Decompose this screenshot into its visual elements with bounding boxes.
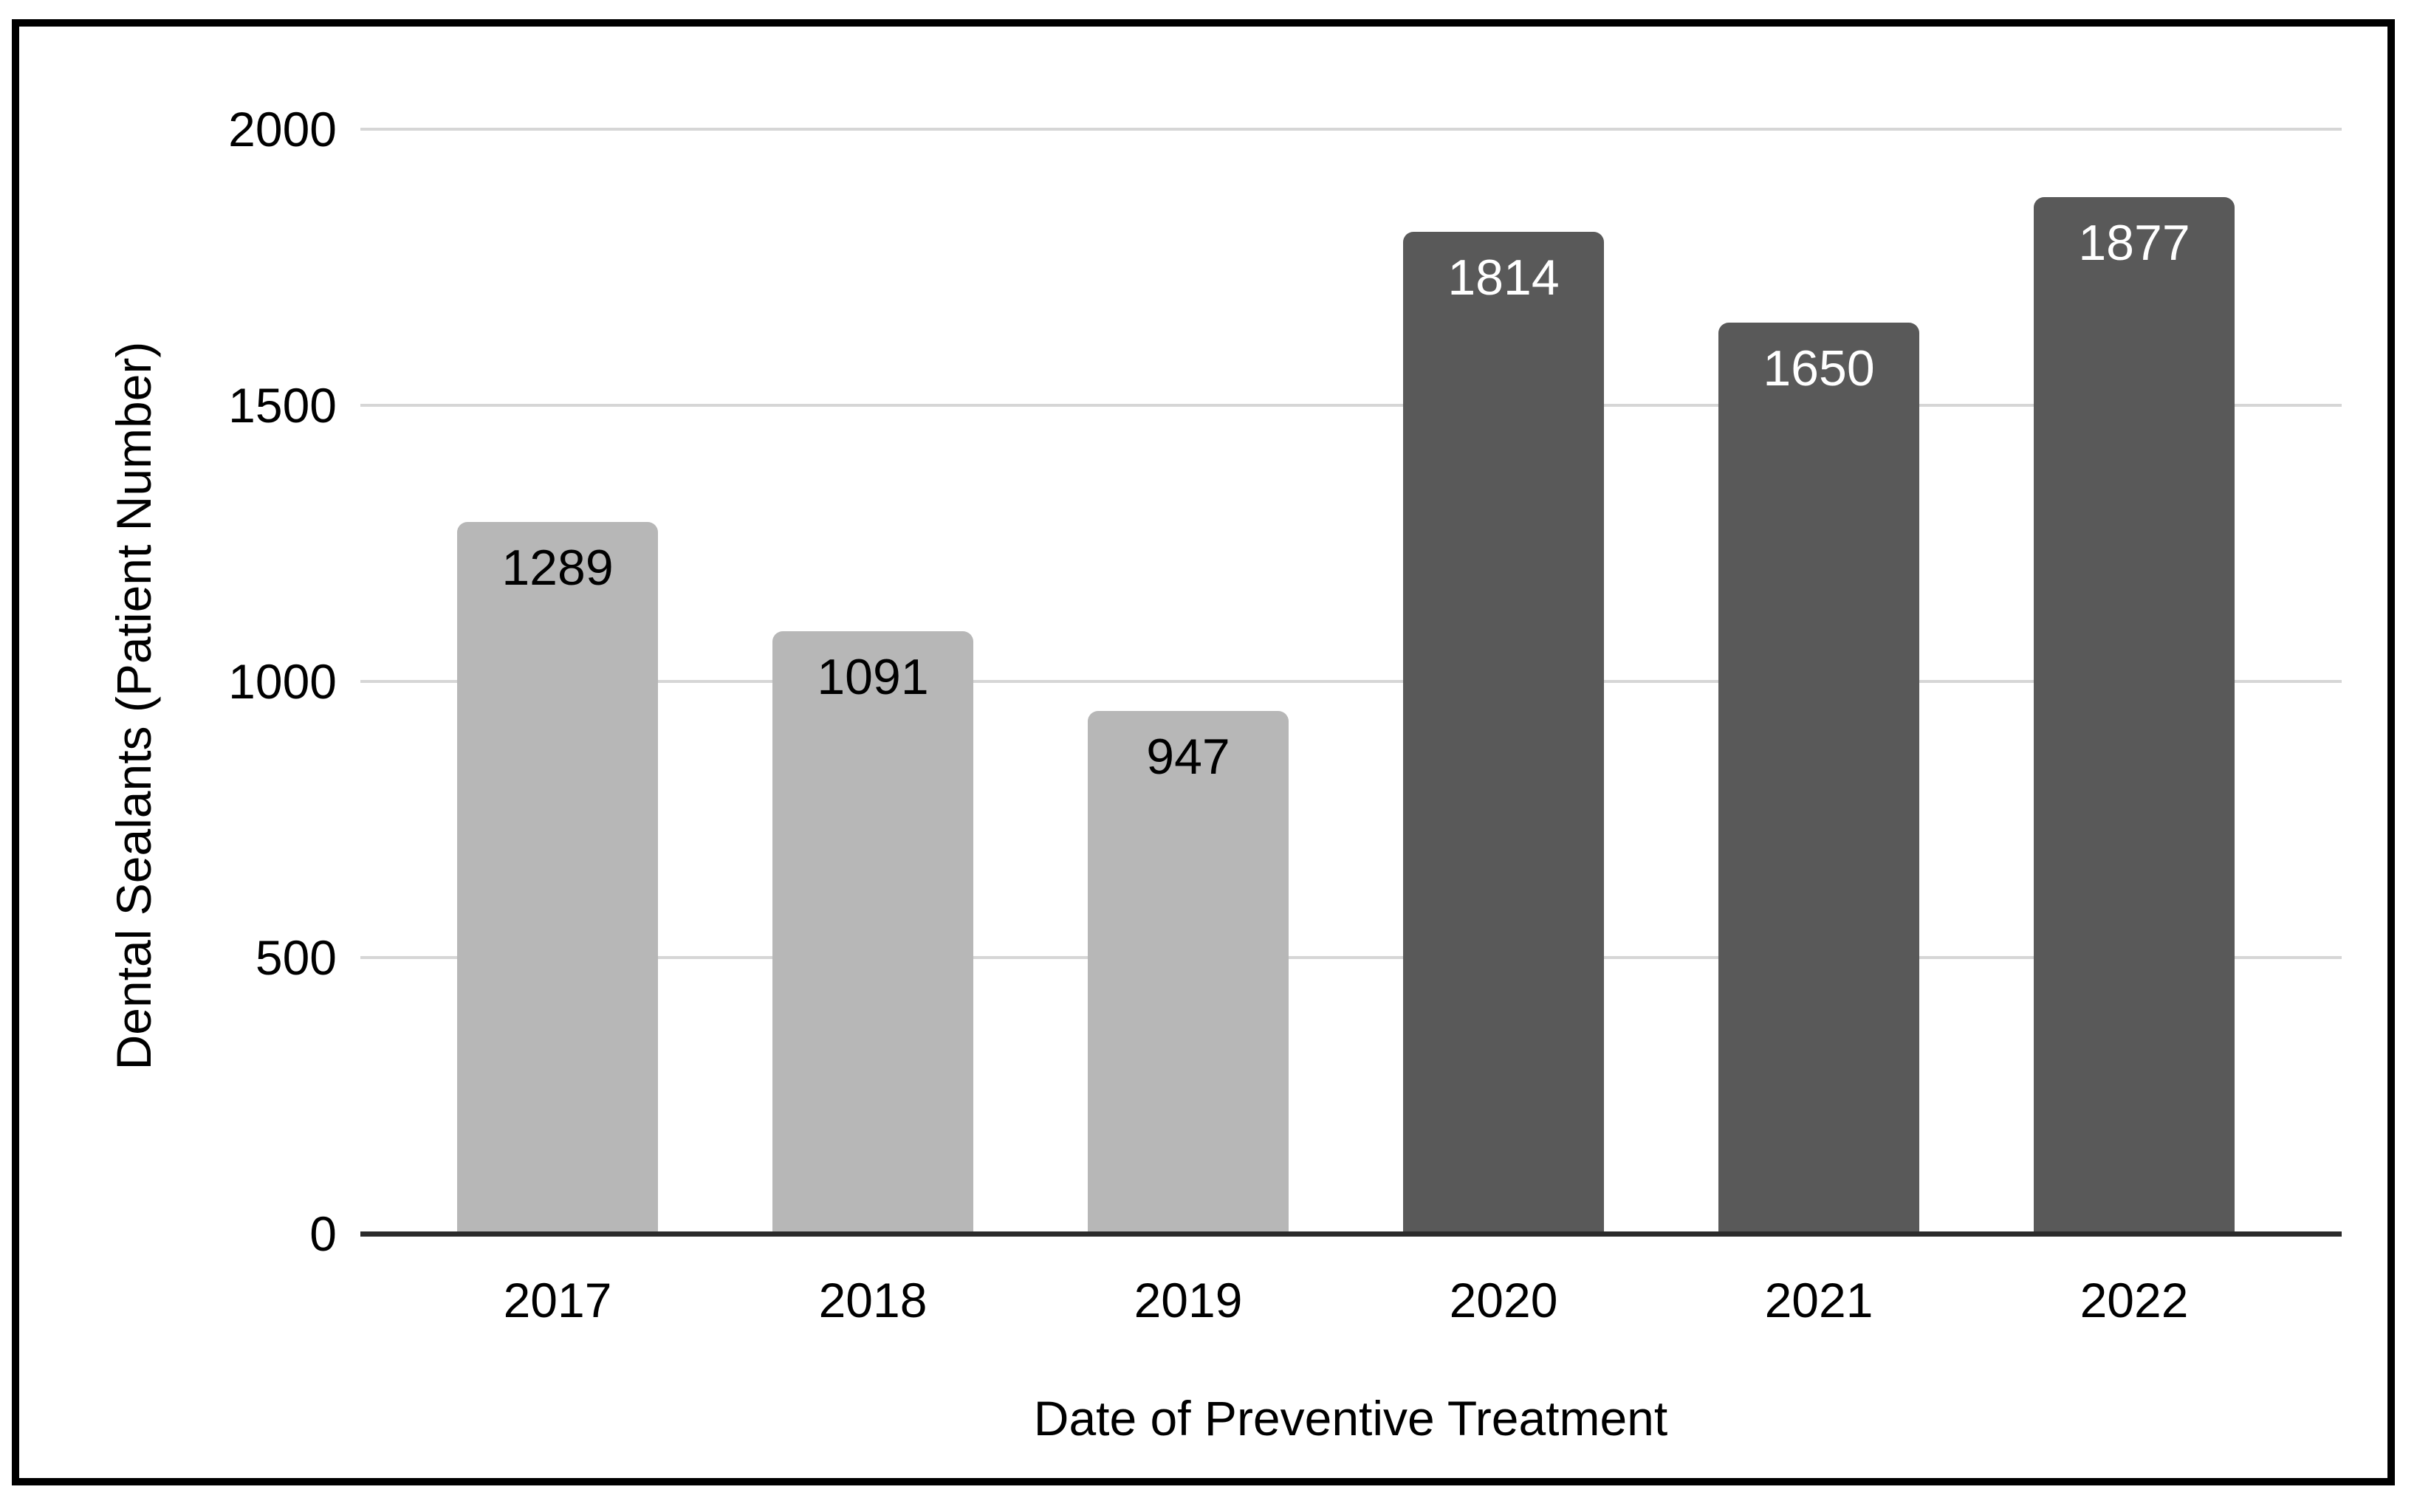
bar-2018: 1091 [772, 631, 973, 1234]
bar-value-label-2022: 1877 [2078, 215, 2190, 271]
x-axis-title: Date of Preventive Treatment [1033, 1391, 1668, 1446]
y-tick-label-2000: 2000 [228, 102, 337, 157]
x-tick-label-2019: 2019 [1134, 1273, 1243, 1327]
bar-value-label-2018: 1091 [817, 649, 929, 705]
gridline-1500 [360, 404, 2342, 407]
bar-2021: 1650 [1718, 323, 1919, 1234]
x-tick-label-2022: 2022 [2080, 1273, 2189, 1327]
y-tick-label-500: 500 [255, 930, 337, 985]
y-tick-label-1000: 1000 [228, 654, 337, 709]
gridline-2000 [360, 128, 2342, 131]
bar-value-label-2017: 1289 [501, 540, 614, 596]
bar-2017: 1289 [457, 522, 658, 1234]
bar-2019: 947 [1088, 711, 1289, 1234]
bar-value-label-2020: 1814 [1447, 250, 1560, 306]
bar-2020: 1814 [1403, 232, 1604, 1234]
y-tick-label-1500: 1500 [228, 378, 337, 433]
x-tick-label-2020: 2020 [1449, 1273, 1558, 1327]
gridline-1000 [360, 680, 2342, 683]
chart-frame: Dental Sealants (Patient Number) Date of… [12, 19, 2395, 1485]
gridline-500 [360, 956, 2342, 959]
bar-2022: 1877 [2034, 197, 2235, 1234]
bar-value-label-2019: 947 [1146, 729, 1230, 785]
x-axis-line [360, 1231, 2342, 1237]
x-tick-label-2021: 2021 [1764, 1273, 1873, 1327]
y-tick-label-0: 0 [309, 1206, 337, 1261]
x-tick-label-2017: 2017 [503, 1273, 612, 1327]
bar-value-label-2021: 1650 [1763, 340, 1875, 396]
x-tick-label-2018: 2018 [818, 1273, 928, 1327]
